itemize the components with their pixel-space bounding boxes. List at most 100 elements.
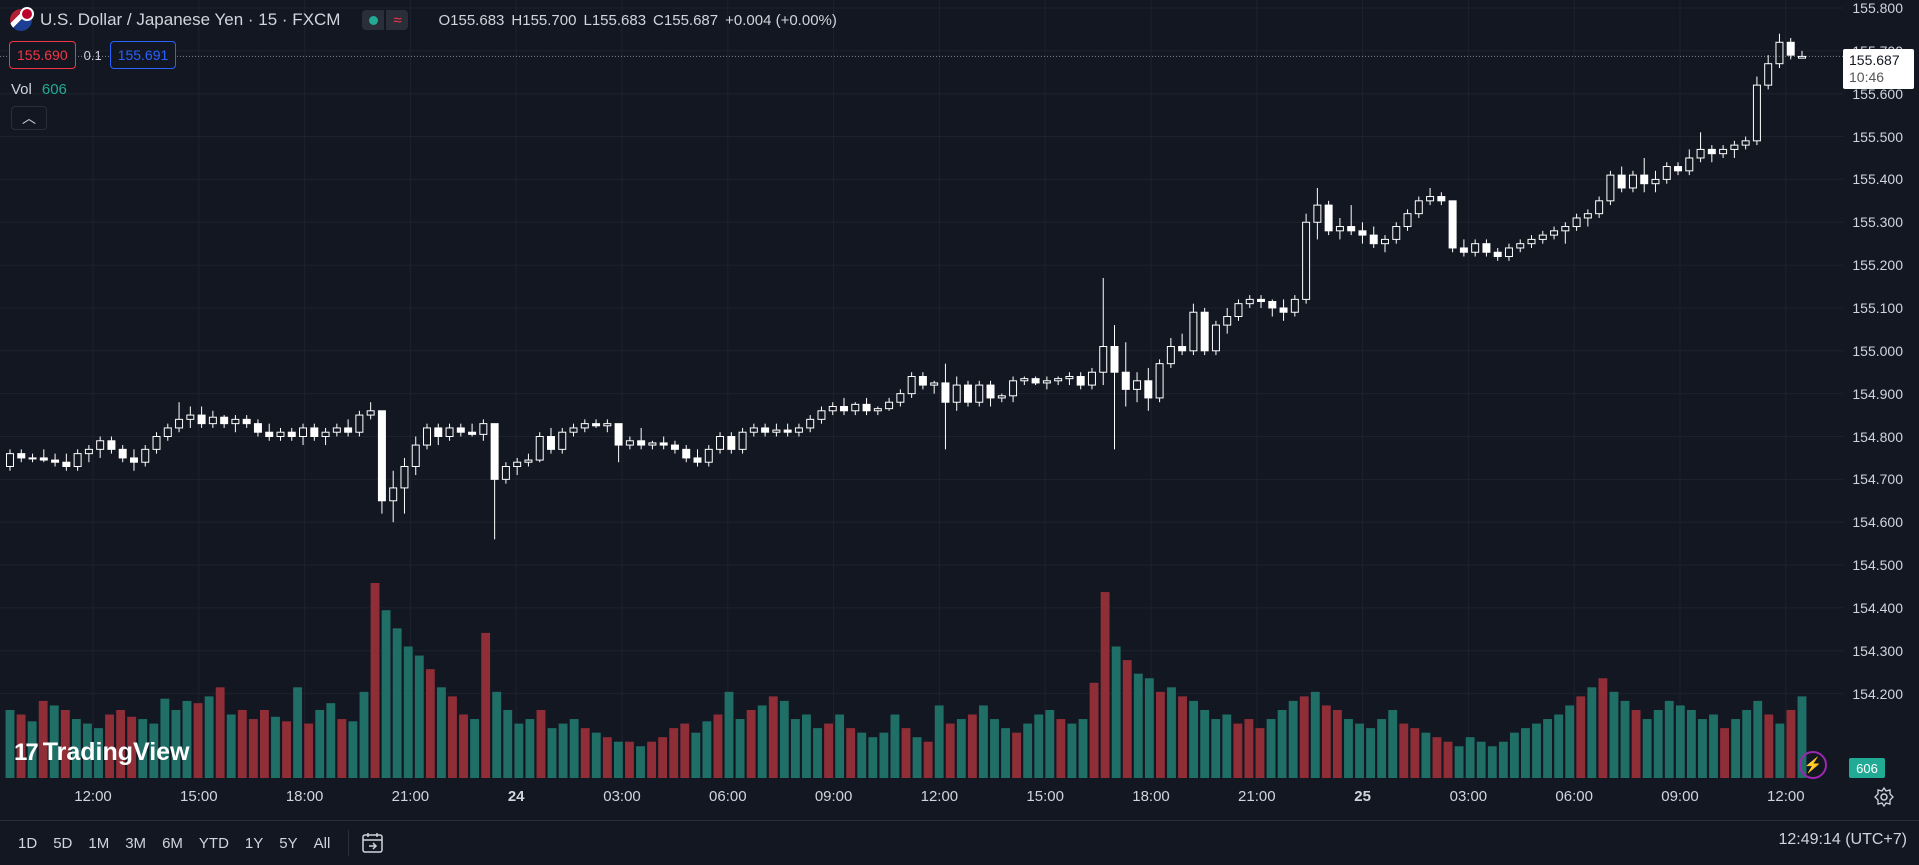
candle-body-down (51, 459, 60, 463)
candle-body-up (299, 427, 308, 437)
candle (310, 423, 319, 441)
candle-body-up (1550, 230, 1559, 236)
collapse-legend-button[interactable]: ︿ (11, 106, 47, 130)
time-axis[interactable]: 12:00 15:00 18:00 21:00 24 03:00 06:00 09:00 12:… (0, 780, 1843, 812)
volume-bar (514, 723, 524, 778)
candle (1234, 299, 1243, 321)
time-tick-label: 03:00 (603, 788, 641, 805)
range-ytd-button[interactable]: YTD (198, 834, 229, 852)
volume-bar (1742, 709, 1752, 778)
candle-body-down (242, 418, 251, 425)
chart-settings-icon[interactable] (1873, 786, 1895, 808)
market-open-icon[interactable] (362, 10, 385, 30)
volume-bar (1543, 719, 1553, 778)
go-to-date-button[interactable] (357, 827, 389, 859)
volume-bar (1764, 714, 1774, 778)
data-delay-icon[interactable]: ≈ (386, 10, 409, 30)
volume-bar (71, 719, 81, 778)
candle (1640, 157, 1649, 193)
volume-bar (1410, 728, 1420, 778)
candle-body-up (1335, 226, 1344, 232)
trade-buttons: 155.690 0.1 155.691 (9, 41, 177, 69)
range-1d-button[interactable]: 1D (18, 834, 38, 852)
lightning-icon[interactable]: ⚡ (1799, 751, 1827, 779)
range-5y-button[interactable]: 5Y (279, 834, 298, 852)
candle (6, 449, 14, 471)
candle-body-up (411, 444, 420, 467)
volume-bar (1797, 696, 1807, 778)
candle (253, 419, 262, 437)
volume-bar (1366, 728, 1376, 778)
range-all-button[interactable]: All (313, 834, 331, 852)
price-tick-label: 154.500 (1852, 557, 1903, 574)
volume-bar (1786, 709, 1796, 778)
candle-body-up (445, 427, 454, 437)
candle-body-down (1358, 230, 1367, 236)
candle-body-down (986, 384, 995, 399)
candle (907, 372, 916, 398)
sell-button[interactable]: 155.690 (9, 41, 76, 69)
utc-clock[interactable]: 12:49:14 (UTC+7) (1778, 831, 1907, 848)
range-3m-button[interactable]: 3M (125, 834, 147, 852)
volume-bar (569, 719, 579, 778)
candle-body-down (592, 423, 601, 427)
candle (794, 423, 803, 437)
candle-body-down (1674, 166, 1683, 172)
candle (1200, 307, 1209, 356)
candle-body-down (1031, 378, 1040, 384)
candle-body-up (873, 408, 882, 412)
range-6m-button[interactable]: 6M (162, 834, 183, 852)
candle-body-down (941, 382, 950, 403)
candle-body-up (175, 418, 184, 429)
candle-body-up (716, 436, 725, 450)
range-1y-button[interactable]: 1Y (244, 834, 264, 852)
tradingview-logo[interactable]: 17 TradingView (14, 738, 190, 767)
volume-bar (1521, 728, 1530, 778)
candle-body-up (1606, 174, 1615, 202)
candle (186, 406, 195, 428)
volume-bar (1344, 719, 1353, 778)
tradingview-mark-icon: 17 (14, 738, 39, 766)
candle-body-down (1617, 174, 1626, 189)
candle (1719, 145, 1728, 158)
buy-button[interactable]: 155.691 (109, 41, 177, 69)
volume-legend[interactable]: Vol 606 (11, 81, 67, 98)
candle (1042, 376, 1051, 390)
candle-body-up (749, 427, 758, 433)
candle-body-down (253, 423, 262, 433)
volume-bar (956, 719, 966, 778)
candle-body-up (1099, 346, 1108, 373)
ohlc-values: O155.683 H155.700 L155.683 C155.687 +0.0… (438, 12, 836, 29)
volume-bar (1255, 728, 1265, 778)
candle (1741, 136, 1750, 150)
candle (930, 380, 939, 394)
symbol-title[interactable]: U.S. Dollar / Japanese Yen · 15 · FXCM (40, 10, 341, 29)
candle (1065, 372, 1074, 386)
range-5d-button[interactable]: 5D (53, 834, 73, 852)
logo-text: TradingView (42, 738, 190, 766)
candle-body-down (1200, 311, 1209, 352)
candle-body-up (6, 453, 14, 467)
volume-value: 606 (41, 81, 67, 98)
candle-body-down (1279, 307, 1288, 313)
candle (1493, 247, 1502, 261)
market-status[interactable]: ≈ (362, 10, 409, 30)
volume-bar (127, 716, 137, 778)
volume-bar (304, 723, 314, 778)
candle (423, 423, 432, 450)
candle-body-up (1752, 84, 1761, 142)
volume-bar (38, 700, 48, 778)
volume-bar (1178, 696, 1187, 778)
range-1m-button[interactable]: 1M (88, 834, 110, 852)
volume-bar (1310, 691, 1320, 778)
price-scale[interactable]: 155.800155.700155.600155.500155.400155.3… (1843, 0, 1919, 780)
price-tick-label: 154.900 (1852, 385, 1903, 402)
volume-bar (857, 732, 867, 778)
candle (1471, 239, 1480, 257)
candle-body-down (1482, 243, 1491, 253)
candle (1606, 170, 1615, 206)
volume-bar (1609, 691, 1619, 778)
price-tick-label: 154.800 (1852, 428, 1903, 445)
time-tick-label: 03:00 (1449, 788, 1488, 805)
